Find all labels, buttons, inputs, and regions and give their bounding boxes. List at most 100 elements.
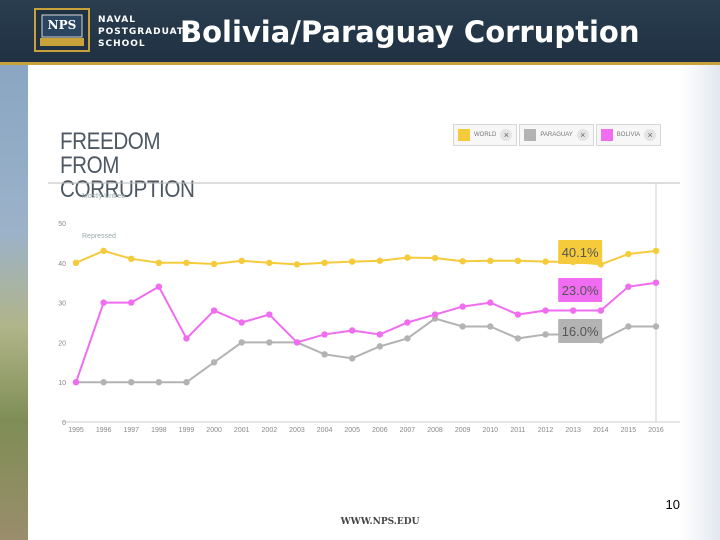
data-point-world: [348, 258, 356, 265]
x-tick-label: 2008: [427, 427, 443, 434]
legend-swatch: [458, 129, 470, 141]
data-point-paraguay: [155, 379, 163, 386]
callout-box-world: [558, 240, 603, 264]
data-point-world: [487, 257, 494, 265]
data-point-paraguay: [210, 359, 218, 366]
data-point-bolivia: [210, 307, 218, 314]
data-point-bolivia: [100, 299, 107, 306]
header-banner: NPS NAVAL POSTGRADUATE SCHOOL Bolivia/Pa…: [0, 0, 720, 65]
chart-legend: WORLD × PARAGUAY × BOLIVIA ×: [453, 124, 662, 146]
legend-item-paraguay[interactable]: PARAGUAY ×: [519, 124, 594, 146]
callout-label-bolivia: 23.0%: [562, 283, 599, 298]
chart-panel: [48, 118, 680, 433]
data-point-world: [514, 257, 522, 265]
series-layer: [72, 247, 660, 386]
data-point-paraguay: [128, 379, 135, 386]
chart-title-line: CORRUPTION: [60, 176, 195, 203]
x-tick-label: 1996: [96, 427, 112, 434]
data-point-world: [542, 258, 549, 265]
data-point-world: [238, 257, 245, 265]
y-tick-label: 40: [58, 261, 66, 268]
data-point-paraguay: [238, 339, 245, 346]
data-point-world: [293, 261, 301, 268]
nps-logo: NPS: [34, 8, 90, 52]
data-point-bolivia: [597, 307, 604, 314]
legend-item-world[interactable]: WORLD ×: [453, 124, 518, 146]
x-tick-label: 1999: [179, 427, 195, 434]
x-tick-label: 2013: [565, 427, 581, 434]
x-tick-label: 2001: [234, 427, 250, 434]
legend-item-bolivia[interactable]: BOLIVIA ×: [595, 124, 662, 146]
data-point-bolivia: [404, 319, 411, 326]
school-name-line: NAVAL: [98, 15, 136, 25]
data-point-world: [183, 259, 190, 266]
x-tick-label: 2009: [455, 427, 471, 434]
x-tick-label: 1997: [123, 427, 139, 434]
x-tick-label: 2004: [317, 427, 333, 434]
y-axis: 0 10 20 30 40 50: [58, 221, 66, 427]
data-point-paraguay: [652, 323, 660, 330]
x-tick-label: 2005: [344, 427, 360, 434]
school-name: NAVAL POSTGRADUATE SCHOOL: [98, 14, 191, 50]
x-tick-label: 2016: [648, 427, 664, 434]
data-point-bolivia: [183, 335, 190, 342]
data-point-paraguay: [542, 331, 549, 338]
legend-label: WORLD: [474, 132, 497, 138]
data-point-world: [155, 259, 163, 266]
callout-label-world: 40.1%: [562, 245, 599, 260]
data-point-bolivia: [514, 311, 522, 318]
x-axis: 1995 1996 1997 1998 1999 2000 2001 2002 2003 2004…: [68, 427, 664, 434]
nps-shield-icon: [34, 8, 90, 52]
remove-icon[interactable]: ×: [576, 129, 589, 141]
data-point-world: [210, 260, 218, 268]
data-point-paraguay: [487, 323, 494, 330]
y-tick-label: 10: [58, 380, 66, 387]
data-point-paraguay: [376, 343, 384, 350]
data-point-world: [652, 247, 660, 255]
x-tick-label: 2014: [593, 427, 609, 434]
school-name-line: POSTGRADUATE: [98, 27, 192, 37]
data-point-world: [321, 259, 328, 266]
y-tick-label: 30: [58, 301, 66, 308]
data-point-bolivia: [128, 299, 135, 306]
data-point-paraguay: [348, 355, 356, 362]
data-point-world: [128, 255, 135, 263]
footer-url[interactable]: WWW.NPS.EDU: [340, 517, 420, 527]
legend-swatch: [600, 129, 613, 141]
y-tick-label: 50: [58, 221, 66, 228]
data-point-paraguay: [404, 335, 411, 342]
data-point-bolivia: [293, 339, 301, 346]
data-point-world: [100, 247, 107, 255]
data-point-world: [266, 259, 273, 266]
y-tick-label: 20: [58, 340, 66, 347]
callout-box-paraguay: [558, 319, 603, 343]
data-point-bolivia: [238, 319, 245, 326]
data-point-world: [376, 257, 384, 265]
data-point-bolivia: [266, 311, 273, 318]
x-tick-label: 2006: [372, 427, 388, 434]
data-point-bolivia: [431, 311, 439, 318]
x-tick-label: 2002: [262, 427, 278, 434]
remove-icon[interactable]: ×: [500, 129, 513, 141]
x-tick-label: 1995: [68, 427, 84, 434]
x-tick-label: 2015: [621, 427, 637, 434]
data-point-bolivia: [72, 379, 80, 386]
data-point-bolivia: [321, 331, 328, 338]
series-line-bolivia: [75, 281, 657, 383]
data-point-bolivia: [459, 303, 466, 310]
x-tick-label: 1998: [151, 427, 167, 434]
data-point-world: [459, 258, 466, 265]
data-point-bolivia: [625, 283, 632, 290]
x-tick-label: 2010: [482, 427, 498, 434]
data-point-paraguay: [266, 339, 273, 346]
data-point-bolivia: [569, 307, 577, 314]
data-point-world: [404, 254, 411, 261]
x-tick-label: 2003: [289, 427, 305, 434]
legend-label: BOLIVIA: [616, 132, 641, 138]
legend-label: PARAGUAY: [540, 132, 573, 138]
data-point-bolivia: [376, 331, 384, 338]
data-point-paraguay: [459, 323, 466, 330]
data-point-bolivia: [542, 307, 549, 314]
slide-title: Bolivia/Paraguay Corruption: [180, 15, 640, 49]
remove-icon[interactable]: ×: [644, 129, 657, 141]
